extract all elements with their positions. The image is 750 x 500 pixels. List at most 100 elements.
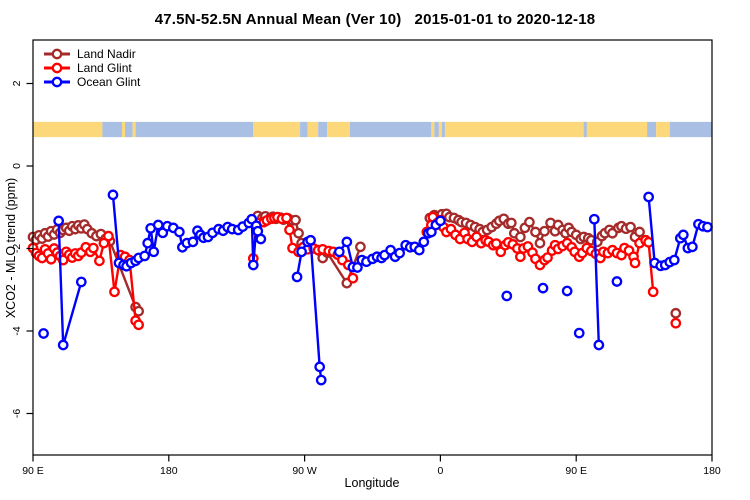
x-axis-title: Longitude xyxy=(344,476,400,490)
data-point xyxy=(702,221,713,233)
land-ocean-strip xyxy=(33,121,712,138)
data-point xyxy=(588,213,600,225)
data-point xyxy=(647,286,659,298)
data-point xyxy=(561,285,573,297)
chart-title: 47.5N-52.5N Annual Mean (Ver 10) 2015-01… xyxy=(154,11,596,28)
legend-marker-icon xyxy=(51,76,63,88)
data-point xyxy=(291,271,303,283)
data-point xyxy=(677,229,689,241)
x-tick-label: 180 xyxy=(160,465,178,477)
strip-segment-ocean xyxy=(441,121,445,138)
y-axis-title: XCO2 - MLO trend (ppm) xyxy=(4,177,18,319)
data-point xyxy=(625,221,636,233)
strip-segment-land xyxy=(122,121,126,138)
data-point xyxy=(57,339,69,351)
data-point xyxy=(413,244,425,256)
strip-segment-ocean xyxy=(349,121,432,138)
legend-marker-icon xyxy=(51,48,63,60)
legend-label: Ocean Glint xyxy=(77,75,141,89)
data-point xyxy=(515,231,526,243)
strip-segment-land xyxy=(33,121,103,138)
data-point xyxy=(315,374,327,386)
data-point xyxy=(524,216,535,228)
data-point xyxy=(284,224,295,236)
legend-item-land-nadir: Land Nadir xyxy=(44,47,136,61)
y-tick-label: -2 xyxy=(11,244,23,253)
data-point xyxy=(668,254,680,266)
strip-segment-ocean xyxy=(669,121,712,138)
legend-label: Land Nadir xyxy=(77,47,136,61)
data-point xyxy=(142,237,154,249)
data-point xyxy=(38,328,49,339)
data-point xyxy=(394,247,406,259)
strip-segment-ocean xyxy=(102,121,123,138)
strip-segment-land xyxy=(307,121,319,138)
x-tick-label: 180 xyxy=(703,465,721,477)
strip-segment-land xyxy=(656,121,670,138)
strip-segment-land xyxy=(327,121,350,138)
y-axis: 2 0 -2 -4 -6 xyxy=(11,80,33,418)
data-point xyxy=(505,217,517,229)
data-point xyxy=(247,259,259,271)
data-point xyxy=(109,286,120,298)
strip-segment-land xyxy=(253,121,301,138)
data-point xyxy=(255,233,267,245)
x-tick-label: 90 E xyxy=(565,465,587,477)
data-point xyxy=(539,225,550,237)
strip-segment-land xyxy=(132,121,136,138)
data-point xyxy=(293,227,304,239)
data-point xyxy=(634,226,645,238)
data-point xyxy=(573,327,585,339)
series-line xyxy=(647,196,708,268)
data-point xyxy=(355,241,366,253)
legend-item-ocean-glint: Ocean Glint xyxy=(44,75,141,89)
y-tick-label: -6 xyxy=(11,409,23,418)
data-point xyxy=(418,236,430,248)
data-point xyxy=(133,319,144,331)
data-point xyxy=(593,339,605,351)
data-point xyxy=(534,237,546,249)
data-point xyxy=(53,215,65,227)
x-tick-label: 90 W xyxy=(292,465,317,477)
data-point xyxy=(296,246,307,258)
strip-segment-ocean xyxy=(434,121,439,138)
x-tick-label: 90 E xyxy=(22,465,44,477)
data-point xyxy=(530,226,541,238)
series-line xyxy=(295,239,323,381)
strip-segment-ocean xyxy=(300,121,308,138)
data-point xyxy=(333,246,345,258)
data-point xyxy=(629,257,641,269)
legend-marker-icon xyxy=(51,62,63,74)
data-point xyxy=(611,276,623,287)
strip-segment-ocean xyxy=(647,121,657,138)
legend-item-land-glint: Land Glint xyxy=(44,61,132,75)
y-tick-label: -4 xyxy=(11,326,23,335)
plot-border xyxy=(32,39,713,456)
y-tick-label: 2 xyxy=(11,80,23,86)
data-point xyxy=(94,255,105,267)
strip-segment-ocean xyxy=(318,121,328,138)
data-point xyxy=(435,215,446,227)
series-line xyxy=(593,219,601,346)
data-point xyxy=(290,214,301,226)
strip-segment-ocean xyxy=(125,121,133,138)
data-point xyxy=(670,317,682,329)
data-point xyxy=(341,236,353,248)
strip-segment-ocean xyxy=(583,121,587,138)
data-point xyxy=(88,242,99,254)
data-point xyxy=(501,290,513,302)
legend-label: Land Glint xyxy=(77,61,132,75)
data-point xyxy=(75,276,87,288)
series-land-glint xyxy=(27,211,682,331)
data-point xyxy=(281,212,292,224)
strip-segment-land xyxy=(431,121,435,138)
data-point xyxy=(174,226,185,238)
data-point xyxy=(643,191,654,203)
data-point xyxy=(305,234,316,246)
strip-segment-land xyxy=(438,121,442,138)
data-point xyxy=(103,230,114,242)
data-point xyxy=(139,250,151,262)
y-tick-label: 0 xyxy=(11,163,23,169)
